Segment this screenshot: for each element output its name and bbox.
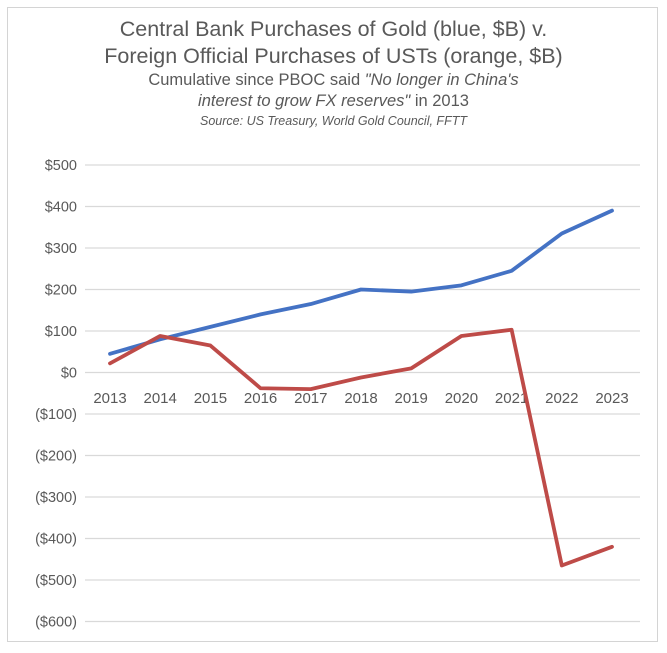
x-tick-label: 2018 xyxy=(344,390,377,407)
subtitle-suffix: in 2013 xyxy=(410,92,469,110)
y-tick-label: ($500) xyxy=(35,573,77,589)
chart-subtitle-line1: Cumulative since PBOC said "No longer in… xyxy=(0,70,667,91)
series-line-gold xyxy=(108,208,614,356)
x-tick-label: 2023 xyxy=(595,390,628,407)
x-tick-label: 2014 xyxy=(144,390,177,407)
chart-title-line2: Foreign Official Purchases of USTs (oran… xyxy=(104,44,563,68)
x-tick-label: 2016 xyxy=(244,390,277,407)
chart-title-block: Central Bank Purchases of Gold (blue, $B… xyxy=(0,16,667,130)
y-tick-label: ($600) xyxy=(35,615,77,631)
subtitle-quote-line2: interest to grow FX reserves" xyxy=(198,92,411,110)
x-tick-label: 2015 xyxy=(194,390,227,407)
y-tick-label: $500 xyxy=(45,158,77,174)
y-tick-label: $200 xyxy=(45,283,77,299)
series-line-usts xyxy=(108,327,614,568)
y-tick-label: $400 xyxy=(45,200,77,216)
chart-subtitle-line2: interest to grow FX reserves" in 2013 xyxy=(0,91,667,112)
chart-title-line1: Central Bank Purchases of Gold (blue, $B… xyxy=(119,17,548,41)
x-tick-label: 2017 xyxy=(294,390,327,407)
y-tick-label: $300 xyxy=(45,241,77,257)
subtitle-prefix: Cumulative since PBOC said xyxy=(148,71,365,89)
y-tick-label: ($400) xyxy=(35,532,77,548)
y-tick-label: ($300) xyxy=(35,490,77,506)
y-tick-label: ($200) xyxy=(35,449,77,465)
x-tick-label: 2022 xyxy=(545,390,578,407)
x-tick-label: 2013 xyxy=(93,390,126,407)
y-tick-label: $100 xyxy=(45,324,77,340)
y-tick-label: $0 xyxy=(61,366,77,382)
subtitle-quote-line1: "No longer in China's xyxy=(364,71,519,89)
x-tick-label: 2021 xyxy=(495,390,528,407)
chart-frame xyxy=(7,7,658,642)
x-tick-label: 2019 xyxy=(395,390,428,407)
x-tick-label: 2020 xyxy=(445,390,478,407)
chart-source: Source: US Treasury, World Gold Council,… xyxy=(200,114,467,128)
y-tick-label: ($100) xyxy=(35,407,77,423)
